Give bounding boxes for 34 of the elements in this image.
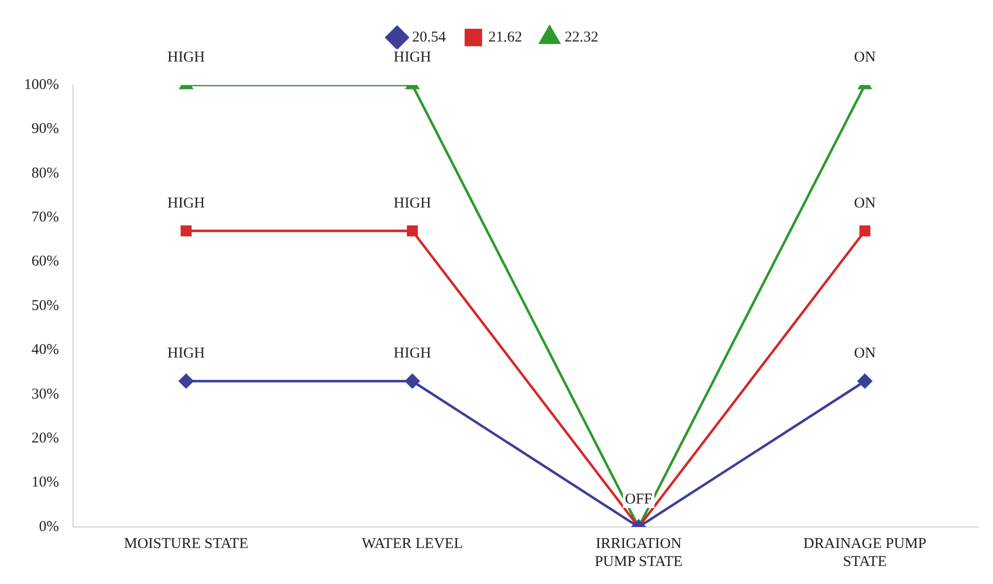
legend-label: 21.62 <box>488 29 522 46</box>
y-tick-label: 50% <box>31 298 59 314</box>
data-label: HIGH <box>167 49 206 66</box>
point <box>180 225 192 236</box>
data-label: OFF <box>624 491 652 508</box>
point <box>406 225 418 236</box>
y-tick-label: 20% <box>31 430 59 447</box>
point <box>178 374 194 388</box>
y-tick-label: 90% <box>31 121 59 138</box>
x-tick-label: DRAINAGE PUMP STATE <box>803 536 926 570</box>
legend-label: 20.54 <box>412 29 446 46</box>
point <box>858 374 872 388</box>
y-tick-label: 100% <box>24 76 59 93</box>
x-tick-label: IRRIGATION PUMP STATE <box>594 536 683 570</box>
data-label: HIGH <box>394 195 432 212</box>
point <box>405 374 420 388</box>
data-label: HIGH <box>167 195 206 212</box>
data-label: HIGH <box>394 346 432 362</box>
data-label: ON <box>854 346 876 362</box>
y-tick-label: 10% <box>31 474 59 491</box>
y-tick-label: 60% <box>31 254 59 270</box>
x-tick-label: WATER LEVEL <box>362 536 463 552</box>
data-label: ON <box>854 195 876 212</box>
x-tick-label: MOISTURE STATE <box>124 536 248 552</box>
legend-label: 22.32 <box>564 29 598 46</box>
y-tick-label: 30% <box>31 386 59 402</box>
y-tick-label: 70% <box>31 210 59 226</box>
data-label: HIGH <box>167 346 206 362</box>
data-label: ON <box>854 49 876 66</box>
point <box>859 225 870 236</box>
y-tick-label: 0% <box>38 518 59 535</box>
data-label: HIGH <box>394 49 432 66</box>
y-tick-label: 40% <box>31 342 59 358</box>
y-tick-label: 80% <box>31 165 59 182</box>
